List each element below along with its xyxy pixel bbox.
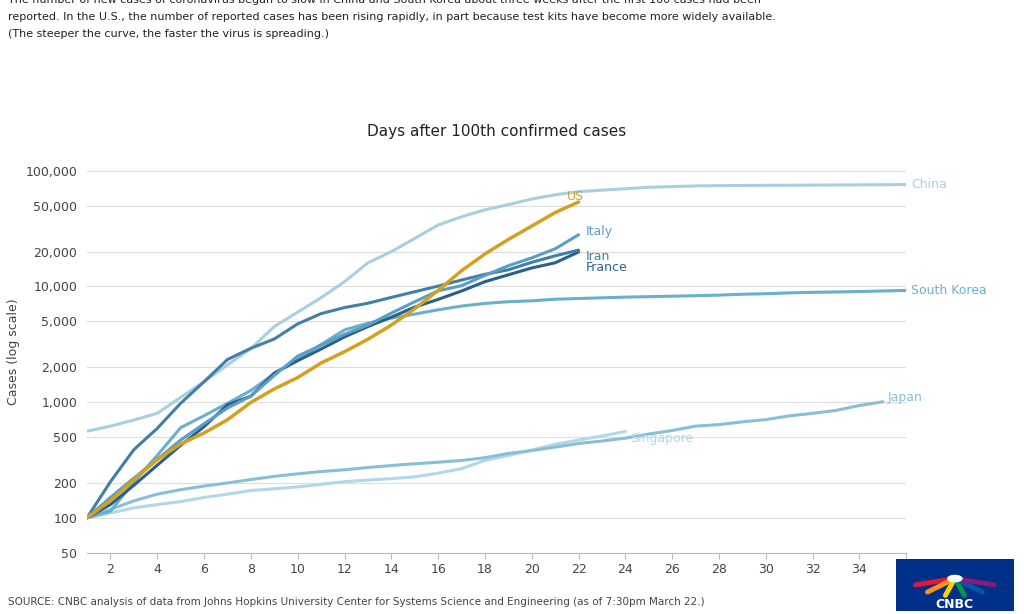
Text: Japan: Japan [888,391,923,404]
Text: US: US [567,190,584,203]
Text: The number of new cases of coronavirus began to slow in China and South Korea ab: The number of new cases of coronavirus b… [8,0,761,5]
Text: Iran: Iran [586,251,610,263]
Text: South Korea: South Korea [911,284,987,297]
Text: Bending the curve (2): Bending the curve (2) [6,9,105,17]
Circle shape [948,575,962,581]
Text: (The steeper the curve, the faster the virus is spreading.): (The steeper the curve, the faster the v… [8,29,329,39]
Y-axis label: Cases (log scale): Cases (log scale) [7,298,19,405]
Text: Italy: Italy [586,225,612,238]
Text: China: China [911,178,946,191]
Text: CNBC: CNBC [936,598,974,611]
Text: Days after 100th confirmed cases: Days after 100th confirmed cases [367,125,627,139]
Text: France: France [586,262,628,274]
Text: reported. In the U.S., the number of reported cases has been rising rapidly, in : reported. In the U.S., the number of rep… [8,12,776,22]
Text: Singapore: Singapore [630,432,693,446]
FancyBboxPatch shape [896,559,1014,611]
Text: SOURCE: CNBC analysis of data from Johns Hopkins University Center for Systems S: SOURCE: CNBC analysis of data from Johns… [8,597,705,607]
